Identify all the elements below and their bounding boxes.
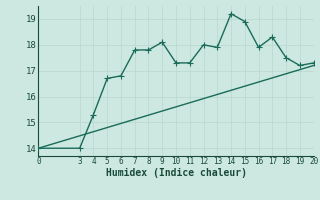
X-axis label: Humidex (Indice chaleur): Humidex (Indice chaleur)	[106, 168, 246, 178]
